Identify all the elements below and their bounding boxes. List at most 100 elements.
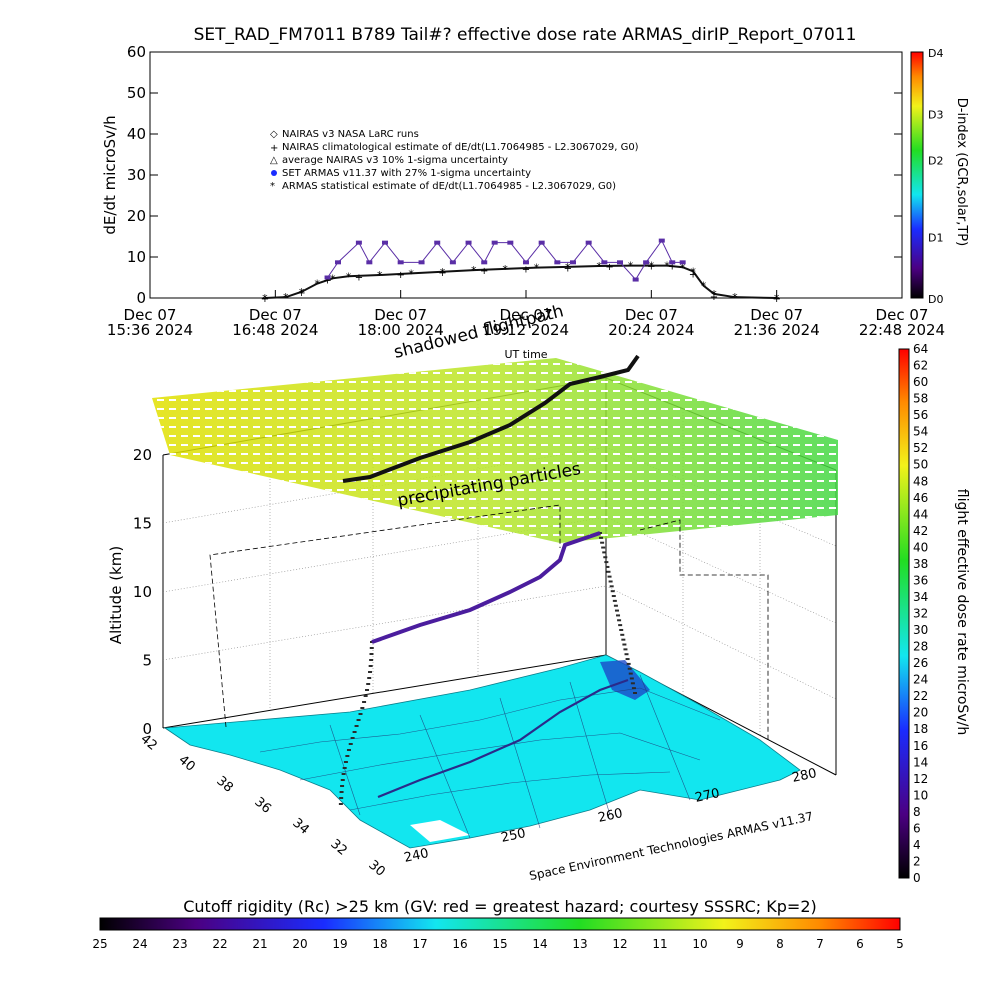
descent-dot xyxy=(624,653,629,656)
legend-symbol-nairas-runs: ◇ xyxy=(270,129,278,140)
cutoff-tick-label: 10 xyxy=(692,937,707,951)
altitude-tick-label: 15 xyxy=(133,515,152,533)
series-armas-stat-point: * xyxy=(649,260,655,273)
series-set-armas-point xyxy=(335,260,341,265)
series-set-armas-point xyxy=(679,260,686,265)
series-armas-stat-point: * xyxy=(440,266,446,279)
dose-tick-label: 62 xyxy=(913,359,928,373)
series-armas-stat-point: * xyxy=(283,291,289,304)
climb-dot xyxy=(367,677,372,679)
climb-dot xyxy=(354,725,359,727)
x-tick-label-time: 18:00 2024 xyxy=(358,321,444,339)
descent-dot xyxy=(608,580,613,583)
climb-dot xyxy=(339,797,344,799)
top-series-layer: * * ** * * * * * * * * * * * * * * *** * *+++ + + + + + + + + +++ + xyxy=(261,238,781,305)
climb-dot xyxy=(350,737,355,739)
d-index-tick-label: D1 xyxy=(928,232,943,245)
descent-dot xyxy=(601,546,606,549)
series-armas-stat-line xyxy=(264,264,777,299)
climb-dot xyxy=(362,701,367,703)
dose-tick-label: 14 xyxy=(913,755,928,769)
series-armas-stat-point: * xyxy=(502,263,508,276)
x-tick-label-date: Dec 07 xyxy=(500,306,553,324)
dose-tick-label: 60 xyxy=(913,375,928,389)
x-tick-label-date: Dec 07 xyxy=(876,306,929,324)
descent-dot xyxy=(627,667,632,670)
series-armas-stat-point: * xyxy=(346,270,352,283)
altitude-ticks: 0 5 10 15 20 xyxy=(133,446,152,738)
altitude-tick-label: 10 xyxy=(133,583,152,601)
series-armas-stat-point: * xyxy=(690,265,696,278)
climb-dot xyxy=(345,755,350,757)
dose-tick-label: 18 xyxy=(913,722,928,736)
series-nairas-clim-point: + xyxy=(438,268,446,279)
cutoff-tick-label: 17 xyxy=(412,937,427,951)
climb-dot xyxy=(369,659,374,661)
descent-dot xyxy=(633,692,637,694)
series-set-armas-point xyxy=(465,240,472,245)
lon-tick-label: 250 xyxy=(500,826,527,846)
dose-tick-label: 20 xyxy=(913,706,928,720)
dose-colorbar-ticks: 0246810121416182022242628303234363840424… xyxy=(913,342,928,885)
dose-tick-label: 4 xyxy=(913,838,921,852)
cutoff-colorbar xyxy=(99,917,901,931)
cutoff-tick-label: 6 xyxy=(856,937,864,951)
climb-dot xyxy=(358,713,363,715)
climb-dot xyxy=(348,743,353,745)
dose-tick-label: 28 xyxy=(913,640,928,654)
top-y-ticks: 0 10 20 30 40 50 60 xyxy=(127,43,902,307)
series-armas-stat-point: * xyxy=(534,262,540,275)
climb-dot xyxy=(352,731,357,733)
series-set-armas-point xyxy=(643,260,650,265)
climb-dot xyxy=(340,779,345,781)
altitude-tick-label: 5 xyxy=(142,652,152,670)
y-tick-label: 20 xyxy=(127,207,146,225)
series-nairas-clim-point: + xyxy=(710,292,718,303)
series-set-armas-point xyxy=(523,260,529,265)
precipitating-particles-plane xyxy=(152,358,838,543)
descent-dot xyxy=(609,585,614,588)
d-index-ticks: D4 D3 D2 D1 D0 xyxy=(928,47,943,306)
series-nairas-clim-point: + xyxy=(564,263,572,274)
descent-dot xyxy=(611,595,616,598)
legend-entry: NAIRAS v3 NASA LaRC runs xyxy=(282,129,419,140)
climb-dot xyxy=(363,695,368,697)
top-x-axis-label: UT time xyxy=(504,348,547,361)
d-index-tick-label: D4 xyxy=(928,47,943,60)
descent-dot xyxy=(606,570,611,573)
x-tick-label-time: 20:24 2024 xyxy=(608,321,694,339)
series-set-armas-point xyxy=(617,260,623,265)
series-armas-stat-point: * xyxy=(565,261,571,274)
series-armas-stat-point: * xyxy=(408,267,414,280)
descent-dot xyxy=(603,556,608,559)
cutoff-tick-label: 13 xyxy=(572,937,587,951)
legend-entry: ARMAS statistical estimate of dE/dt(L1.7… xyxy=(282,181,616,192)
descent-dot xyxy=(622,643,627,646)
descent-dot xyxy=(604,561,609,564)
cutoff-tick-label: 23 xyxy=(172,937,187,951)
descent-dot xyxy=(621,638,626,641)
series-nairas-clim-point: + xyxy=(668,262,676,273)
series-armas-stat-point: * xyxy=(628,260,634,273)
series-set-armas-point xyxy=(601,260,608,265)
legend-symbol-armas-stat: * xyxy=(270,181,275,192)
dose-tick-label: 2 xyxy=(913,854,921,868)
lon-ticks: 240 250 260 270 280 xyxy=(403,766,818,866)
dose-tick-label: 56 xyxy=(913,408,928,422)
x-tick-label-time: 19:12 2024 xyxy=(483,321,569,339)
dose-tick-label: 0 xyxy=(913,871,921,885)
series-armas-stat-point: * xyxy=(299,286,305,299)
series-set-armas-point xyxy=(382,240,388,245)
series-set-armas-point xyxy=(669,260,676,265)
dose-tick-label: 6 xyxy=(913,821,921,835)
y-tick-label: 0 xyxy=(136,289,146,307)
y-tick-label: 60 xyxy=(127,43,146,61)
y-tick-label: 30 xyxy=(127,166,146,184)
dose-tick-label: 58 xyxy=(913,392,928,406)
shadow-projections xyxy=(209,504,769,740)
dose-tick-label: 44 xyxy=(913,507,928,521)
cutoff-tick-label: 19 xyxy=(332,937,347,951)
descent-dot xyxy=(629,677,634,680)
